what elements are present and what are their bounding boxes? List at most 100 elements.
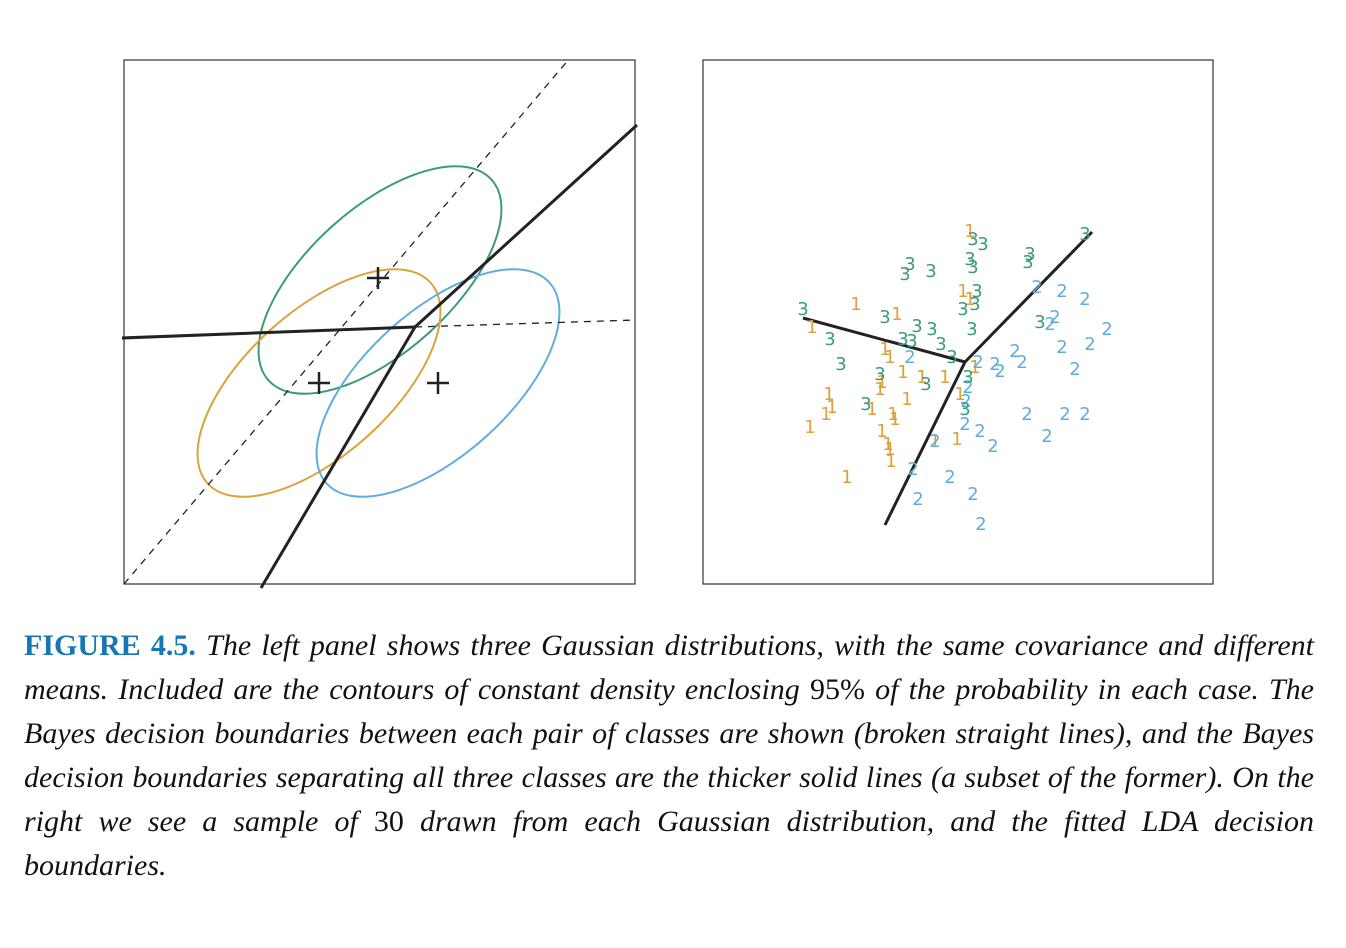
caption-number: 30 xyxy=(373,805,404,838)
sample-point: 2 xyxy=(1069,359,1080,380)
sample-point: 3 xyxy=(906,331,917,352)
decision-boundary xyxy=(259,326,417,589)
class-means xyxy=(308,267,449,394)
sample-point: 3 xyxy=(874,364,885,385)
sample-point: 2 xyxy=(962,377,973,398)
sample-point: 1 xyxy=(804,417,815,438)
sample-point: 2 xyxy=(1056,281,1067,302)
sample-point: 1 xyxy=(897,362,908,383)
caption-text: of the probability in each case. The Bay… xyxy=(24,673,1314,838)
sample-point: 2 xyxy=(1041,426,1052,447)
sample-point: 1 xyxy=(874,379,885,400)
sample-point: 1 xyxy=(916,367,927,388)
sample-point: 2 xyxy=(904,347,915,368)
sample-point: 1 xyxy=(850,294,861,315)
sample-point: 1 xyxy=(891,304,902,325)
sample-point: 1 xyxy=(884,439,895,460)
sample-point: 2 xyxy=(1079,404,1090,425)
sample-point: 1 xyxy=(806,317,817,338)
sample-point: 1 xyxy=(887,404,898,425)
lda-boundary xyxy=(802,316,966,364)
sample-point: 1 xyxy=(954,384,965,405)
sample-point: 1 xyxy=(964,221,975,242)
panel-frame xyxy=(123,59,636,585)
contour-blue xyxy=(315,268,561,498)
sample-point: 1 xyxy=(841,467,852,488)
sample-point: 2 xyxy=(989,354,1000,375)
sample-point: 3 xyxy=(1022,252,1033,273)
sample-point: 2 xyxy=(1021,404,1032,425)
sample-point: 1 xyxy=(823,384,834,405)
sample-point: 2 xyxy=(974,421,985,442)
sample-point: 1 xyxy=(820,404,831,425)
sample-point: 2 xyxy=(1031,277,1042,298)
sample-point: 1 xyxy=(957,281,968,302)
sample-point: 3 xyxy=(946,347,957,368)
sample-point: 1 xyxy=(884,347,895,368)
sample-point: 3 xyxy=(797,299,808,320)
pairwise-boundary xyxy=(414,319,635,328)
sample-point: 1 xyxy=(876,421,887,442)
pairwise-boundary xyxy=(124,60,570,584)
sample-point: 1 xyxy=(882,434,893,455)
sample-point: 1 xyxy=(929,431,940,452)
sample-point: 3 xyxy=(824,329,835,350)
sample-point: 3 xyxy=(935,334,946,355)
sample-point: 3 xyxy=(925,261,936,282)
sample-point: 2 xyxy=(907,459,918,480)
sample-point: 3 xyxy=(911,316,922,337)
sample-point: 3 xyxy=(899,264,910,285)
sample-point: 3 xyxy=(1024,244,1035,265)
sample-point: 3 xyxy=(957,299,968,320)
sample-point: 2 xyxy=(987,436,998,457)
sample-point: 3 xyxy=(904,254,915,275)
caption-text: The left panel shows three Gaussian dist… xyxy=(24,629,1315,706)
contour-green xyxy=(257,165,503,395)
sample-point: 2 xyxy=(944,467,955,488)
sample-point: 2 xyxy=(1084,334,1095,355)
sample-point: 1 xyxy=(901,389,912,410)
sample-point: 1 xyxy=(889,409,900,430)
sample-point: 3 xyxy=(971,281,982,302)
sample-point: 1 xyxy=(939,367,950,388)
sample-point: 1 xyxy=(885,451,896,472)
sample-point: 3 xyxy=(897,329,908,350)
sample-point: 3 xyxy=(967,229,978,250)
sample-point: 1 xyxy=(876,372,887,393)
sample-point: 2 xyxy=(960,391,971,412)
sample-point: 2 xyxy=(1049,307,1060,328)
sample-point: 3 xyxy=(835,354,846,375)
sample-point: 3 xyxy=(964,249,975,270)
sample-point: 3 xyxy=(967,257,978,278)
sample-point: 2 xyxy=(929,431,940,452)
panel-frame xyxy=(702,59,1214,585)
decision-boundary xyxy=(121,325,416,340)
sample-point: 1 xyxy=(866,399,877,420)
sample-point: 1 xyxy=(969,357,980,378)
sample-point: 1 xyxy=(826,397,837,418)
caption-label: FIGURE 4.5. xyxy=(24,629,196,662)
sample-point: 2 xyxy=(975,514,986,535)
sample-point: 3 xyxy=(879,307,890,328)
sample-point: 2 xyxy=(959,414,970,435)
sample-point: 3 xyxy=(860,394,871,415)
sample-point: 2 xyxy=(1016,352,1027,373)
sample-point: 2 xyxy=(1009,341,1020,362)
sample-point: 3 xyxy=(977,234,988,255)
sample-point: 3 xyxy=(966,319,977,340)
sample-point: 2 xyxy=(1101,319,1112,340)
sample-point: 2 xyxy=(1056,337,1067,358)
sample-point: 3 xyxy=(1034,312,1045,333)
sample-point: 2 xyxy=(1059,404,1070,425)
sample-point: 3 xyxy=(959,399,970,420)
sample-point: 2 xyxy=(972,352,983,373)
caption: FIGURE 4.5. The left panel shows three G… xyxy=(24,624,1314,888)
sample-point: 3 xyxy=(969,294,980,315)
lda-boundary xyxy=(963,230,1094,364)
sample-point: 3 xyxy=(962,367,973,388)
sample-point: 3 xyxy=(1079,224,1090,245)
sample-point: 3 xyxy=(920,374,931,395)
